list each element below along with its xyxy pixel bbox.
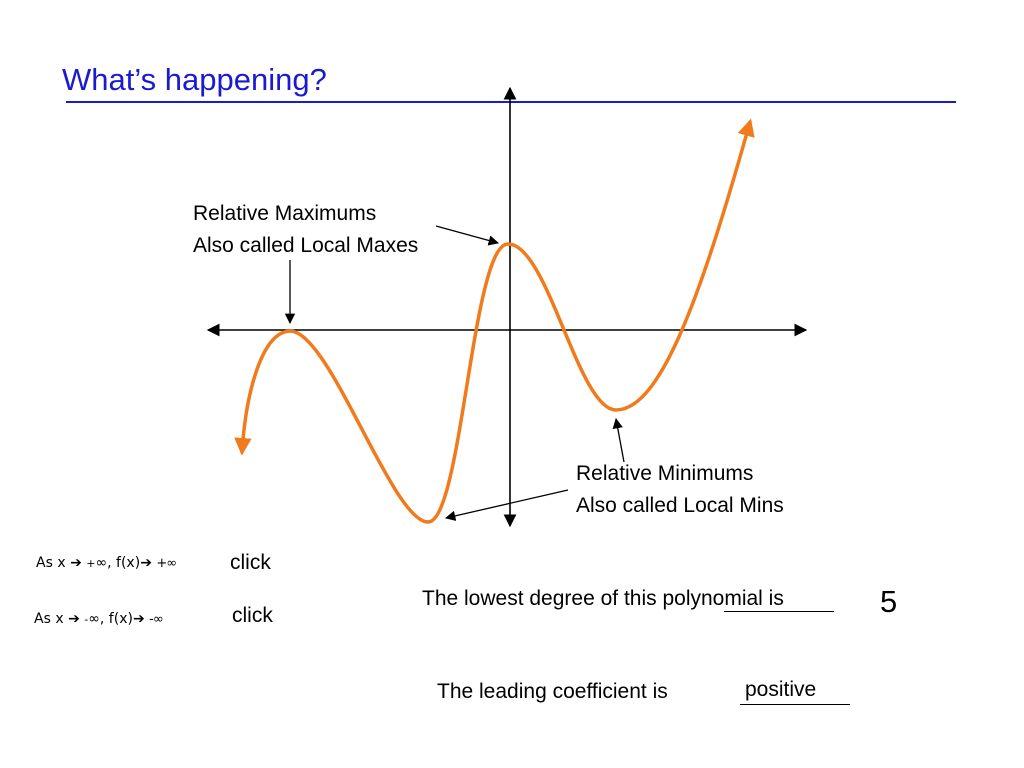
arrow-icon: ➔ — [140, 555, 152, 571]
degree-answer-blank — [724, 611, 834, 612]
click-button-2[interactable]: click — [232, 604, 273, 627]
sign-text: + — [86, 557, 96, 570]
min-pointer-arrow-right — [612, 417, 625, 463]
relative-max-line2: Also called Local Maxes — [193, 234, 419, 257]
as-x-text: As x — [34, 611, 64, 627]
hidden-value-text: +∞ — [156, 556, 177, 571]
coefficient-question: The leading coefficient is — [437, 680, 668, 703]
arrow-icon: ➔ — [68, 611, 80, 627]
relative-min-line2: Also called Local Mins — [576, 494, 784, 517]
click-button-1[interactable]: click — [230, 551, 271, 574]
polynomial-curve — [234, 118, 755, 524]
relative-min-label: Relative Minimums Also called Local Mins — [576, 458, 784, 522]
end-behavior-row-2: As x ➔ -∞, f(x)➔ -∞ — [34, 611, 164, 627]
coefficient-answer-blank — [740, 704, 850, 705]
sign-text: - — [84, 613, 89, 626]
relative-max-label: Relative Maximums Also called Local Maxe… — [193, 198, 418, 262]
degree-answer: 5 — [880, 584, 898, 619]
as-x-text: As x — [36, 555, 66, 571]
relative-max-line1: Relative Maximums — [193, 202, 377, 225]
relative-min-line1: Relative Minimums — [576, 462, 754, 485]
fx-text: , f(x) — [99, 611, 133, 627]
min-pointer-arrow-left — [444, 489, 569, 521]
hidden-value-text: -∞ — [149, 612, 163, 627]
fx-text: , f(x) — [107, 555, 141, 571]
degree-question: The lowest degree of this polynomial is — [422, 587, 784, 610]
max-pointer-arrow-right — [435, 225, 500, 246]
slide-title: What’s happening? — [62, 62, 327, 97]
end-behavior-row-1: As x ➔ +∞, f(x)➔ +∞ — [36, 555, 177, 571]
infinity-text: ∞ — [88, 611, 100, 627]
arrow-icon: ➔ — [70, 555, 82, 571]
arrow-icon: ➔ — [132, 611, 145, 627]
infinity-text: ∞ — [95, 555, 108, 571]
coefficient-answer: positive — [745, 678, 817, 701]
